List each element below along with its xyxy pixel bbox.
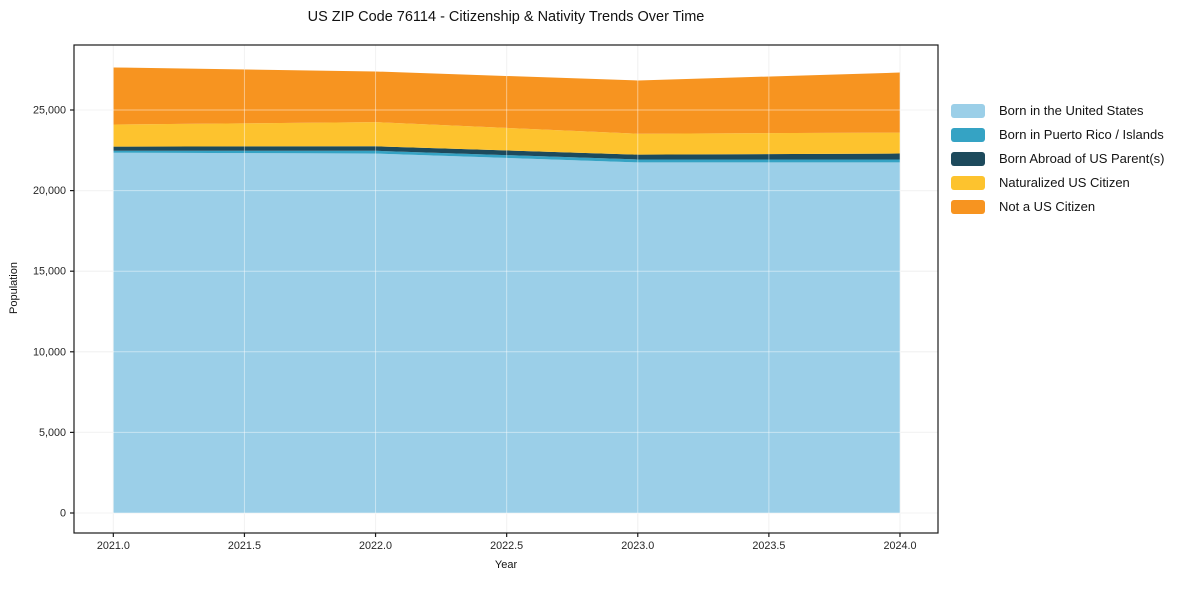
area-series-4 <box>113 67 900 134</box>
legend-swatch <box>951 199 985 214</box>
y-tick-label: 10,000 <box>33 346 66 358</box>
x-axis-title: Year <box>494 559 518 571</box>
y-tick-label: 15,000 <box>33 266 66 278</box>
area-series-3 <box>113 122 900 155</box>
legend-swatch <box>951 151 985 166</box>
legend-item: Naturalized US Citizen <box>951 175 1164 190</box>
y-tick-label: 25,000 <box>33 104 66 116</box>
chart-title: US ZIP Code 76114 - Citizenship & Nativi… <box>307 9 705 25</box>
legend: Born in the United States Born in Puerto … <box>951 103 1164 214</box>
legend-swatch <box>951 127 985 142</box>
x-tick-label: 2023.0 <box>621 540 654 552</box>
y-tick-label: 5,000 <box>39 427 66 439</box>
legend-label: Not a US Citizen <box>999 199 1096 214</box>
legend-item: Born in the United States <box>951 103 1164 118</box>
plot-frame <box>73 44 939 534</box>
y-tick-label: 0 <box>60 507 66 519</box>
legend-item: Born Abroad of US Parent(s) <box>951 151 1164 166</box>
y-tick-label: 20,000 <box>33 185 66 197</box>
legend-swatch <box>951 103 985 118</box>
x-tick-label: 2022.5 <box>490 540 523 552</box>
x-axis: 2021.0 2021.5 2022.0 2022.5 2023.0 2023.5 2024… <box>97 533 916 552</box>
area-series-0 <box>113 152 900 513</box>
x-tick-label: 2024.0 <box>883 540 916 552</box>
legend-label: Born in Puerto Rico / Islands <box>999 127 1164 142</box>
x-tick-label: 2021.0 <box>97 540 130 552</box>
legend-label: Born Abroad of US Parent(s) <box>999 151 1165 166</box>
x-tick-label: 2021.5 <box>228 540 261 552</box>
x-tick-label: 2022.0 <box>359 540 392 552</box>
legend-item: Not a US Citizen <box>951 199 1164 214</box>
x-tick-label: 2023.5 <box>752 540 785 552</box>
stacked-areas <box>113 67 900 513</box>
legend-label: Born in the United States <box>999 103 1144 118</box>
legend-item: Born in Puerto Rico / Islands <box>951 127 1164 142</box>
area-series-2 <box>113 146 900 160</box>
y-axis: 0 5,000 10,000 15,000 20,000 25,000 <box>33 104 74 519</box>
legend-swatch <box>951 175 985 190</box>
legend-label: Naturalized US Citizen <box>999 175 1130 190</box>
y-axis-title: Population <box>8 262 20 314</box>
gridlines-overlay <box>74 45 938 533</box>
